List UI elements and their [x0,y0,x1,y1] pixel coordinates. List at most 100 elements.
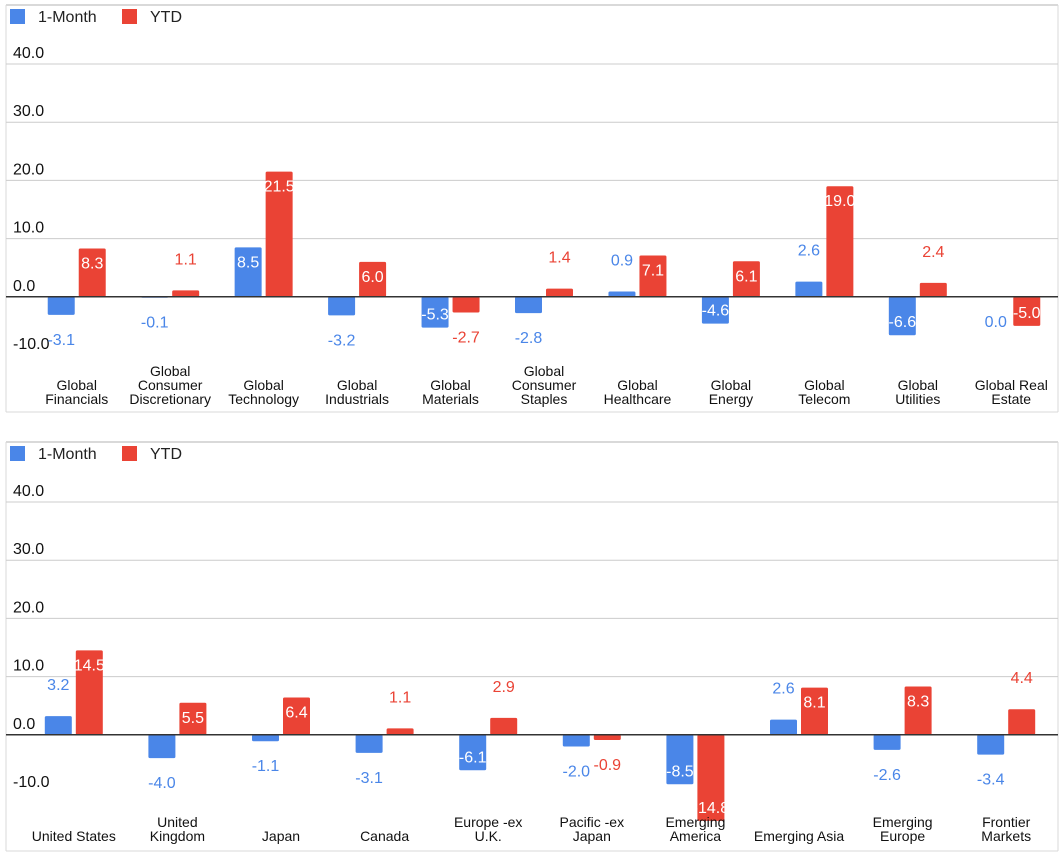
data-label-ytd: -2.7 [452,330,480,347]
x-tick-label: Japan [573,828,611,844]
data-label-1-month: 0.0 [985,314,1007,331]
y-tick-label: 40.0 [13,483,44,500]
y-tick-label: -10.0 [13,774,50,791]
data-label-1-month: -3.4 [977,772,1005,789]
bar-1-month [770,719,797,735]
x-tick-label: Emerging [665,814,725,830]
x-tick-label: Pacific -ex [560,814,625,830]
data-label-ytd: 2.4 [922,244,944,261]
bar-ytd [490,717,518,735]
bar-ytd [593,734,621,741]
bar-1-month [977,734,1005,755]
x-tick-label: Global Real [975,377,1048,393]
data-label-ytd: 2.9 [493,679,515,696]
bar-ytd [732,261,760,297]
x-tick-label: Emerging Asia [754,828,844,844]
x-tick-label: Japan [262,828,300,844]
bar-ytd [386,728,414,735]
x-tick-label: Telecom [798,391,850,407]
bar-ytd [546,288,573,297]
bar-1-month [148,734,176,759]
data-label-1-month: 0.9 [611,253,633,270]
legend-swatch-ytd [122,9,137,24]
x-tick-label: Frontier [982,814,1031,830]
x-tick-label: America [670,828,722,844]
region-returns-chart: 1-Month YTD -10.0 0.0 10.0 20.0 30.0 40.0 3.2 14.… [0,437,1064,857]
x-tick-label: Global [150,363,190,379]
legend-swatch-ytd [122,446,137,461]
bar-1-month [421,296,449,328]
x-tick-label: Canada [360,828,409,844]
bar-ytd [697,734,725,821]
bar-ytd [179,702,207,735]
bar-1-month [47,296,75,315]
data-label-1-month: -4.6 [702,303,730,320]
x-tick-label: U.K. [475,828,502,844]
x-tick-label: Emerging [873,814,933,830]
bar-1-month [234,247,262,297]
data-label-ytd: 21.5 [264,179,295,196]
bar-1-month [515,296,542,314]
x-tick-label: Discretionary [129,391,211,407]
x-tick-label: Healthcare [604,391,672,407]
x-tick-label: Europe -ex [454,814,522,830]
x-tick-label: Global [617,377,657,393]
bar-ytd [283,697,310,735]
y-tick-label: 0.0 [13,716,35,733]
x-tick-label: United [157,814,197,830]
x-tick-label: Materials [422,391,479,407]
x-tick-label: Industrials [325,391,389,407]
bar-1-month [562,734,590,747]
y-tick-label: 10.0 [13,220,44,237]
x-tick-label: Utilities [895,391,940,407]
y-tick-label: 20.0 [13,599,44,616]
bar-1-month [608,291,636,297]
bar-1-month [459,734,487,771]
bar-1-month [666,734,694,785]
x-tick-label: Global [524,363,564,379]
data-label-1-month: 8.5 [237,254,259,271]
legend-swatch-1-month [10,446,25,461]
x-tick-label: Global [430,377,470,393]
x-tick-label: Global [804,377,844,393]
x-tick-label: Global [337,377,377,393]
bar-ytd [75,650,103,735]
data-label-ytd: 1.1 [175,251,197,268]
data-label-ytd: -14.8 [693,800,730,817]
data-label-ytd: 4.4 [1011,670,1033,687]
data-label-ytd: -5.0 [1013,305,1041,322]
data-label-1-month: 2.6 [798,243,820,260]
data-label-ytd: 5.5 [182,710,204,727]
x-tick-label: Estate [991,391,1031,407]
bar-1-month [252,734,279,742]
bar-1-month [701,296,729,324]
data-label-ytd: 19.0 [824,193,855,210]
x-tick-label: Global [243,377,283,393]
x-tick-label: Global [898,377,938,393]
data-label-1-month: -3.2 [328,332,356,349]
bar-1-month [873,734,901,750]
bar-ytd [801,687,828,735]
x-tick-label: Kingdom [150,828,205,844]
data-label-1-month: -2.8 [515,330,543,347]
bar-ytd [919,282,947,297]
data-label-1-month: -3.1 [47,332,75,349]
bar-1-month [44,716,72,735]
data-label-ytd: 14.5 [74,657,105,674]
data-label-ytd: -0.9 [594,757,622,774]
bar-ytd [904,686,932,735]
legend-label: YTD [150,446,182,463]
x-tick-label: Global [56,377,96,393]
data-label-1-month: -8.5 [666,763,694,780]
x-tick-label: United States [32,828,116,844]
data-label-ytd: 8.3 [81,255,103,272]
x-tick-label: Staples [521,391,568,407]
x-tick-label: Europe [880,828,925,844]
x-tick-label: Financials [45,391,108,407]
data-label-1-month: -3.1 [355,770,383,787]
data-label-ytd: 8.1 [803,695,825,712]
y-tick-label: -10.0 [13,336,50,353]
x-tick-label: Markets [981,828,1031,844]
bar-ytd [1013,296,1041,326]
data-label-ytd: 1.4 [548,250,570,267]
